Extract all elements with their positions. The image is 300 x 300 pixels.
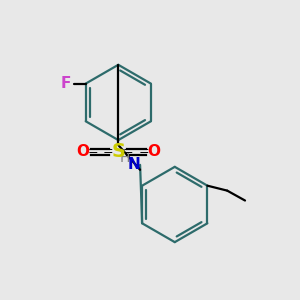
Text: O: O [148,145,160,160]
Text: N: N [128,158,140,172]
Text: O: O [76,145,89,160]
Text: =: = [87,146,98,158]
Text: =: = [123,146,134,158]
Text: S: S [111,142,125,161]
Text: =: = [103,146,114,158]
Text: H: H [120,151,130,165]
Text: =: = [139,146,149,158]
Text: F: F [61,76,71,91]
